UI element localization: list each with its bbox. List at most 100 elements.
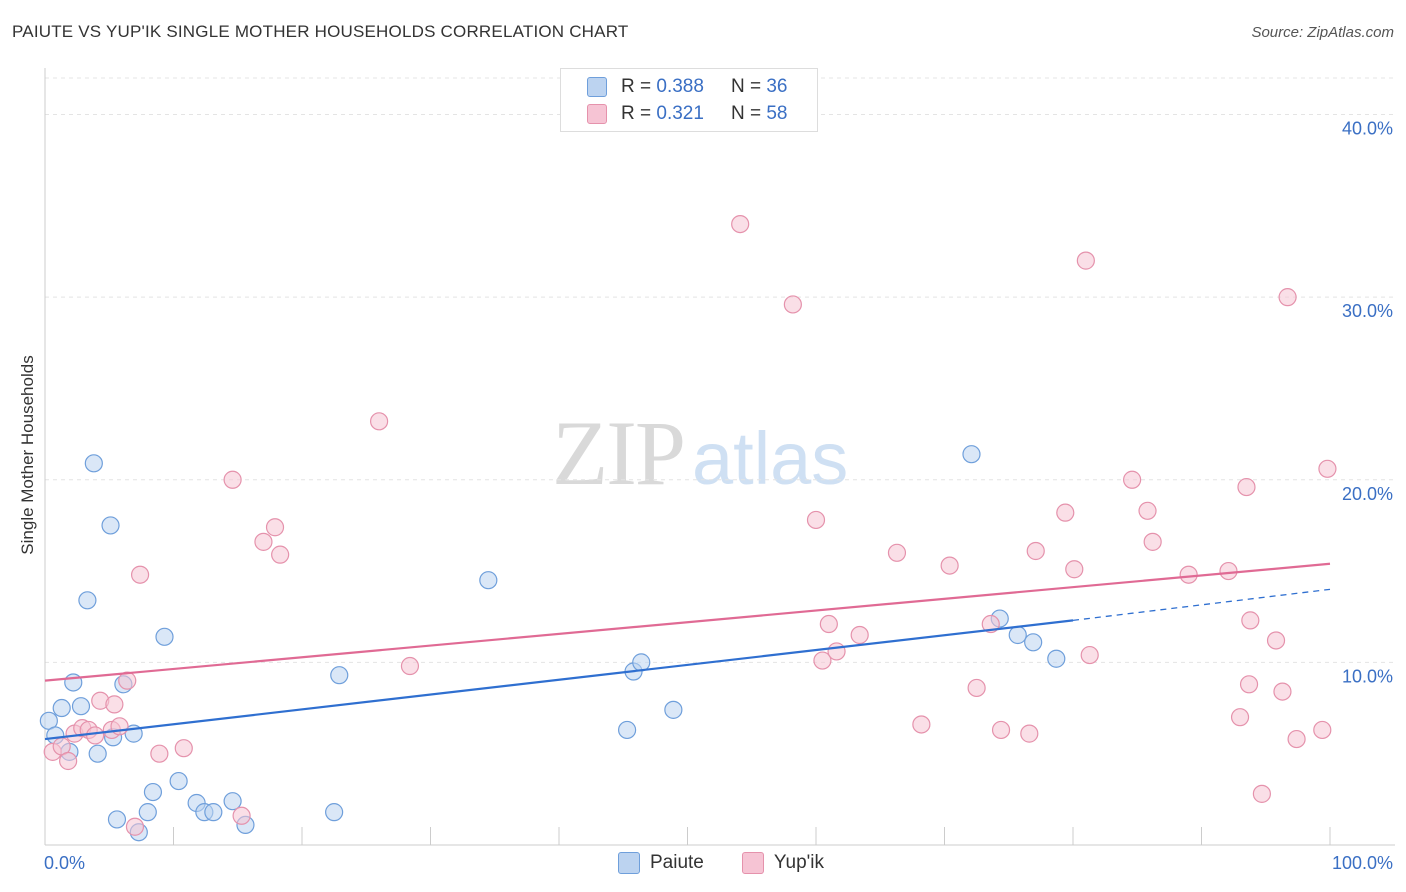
point-yupik <box>731 214 750 234</box>
point-yupik <box>265 518 285 537</box>
point-yupik <box>813 651 832 670</box>
point-yupik <box>1287 729 1306 749</box>
trendline-yupik <box>44 562 1331 682</box>
trendline-paiute <box>44 619 1074 741</box>
point-yupik <box>912 715 931 734</box>
source-label: Source: ZipAtlas.com <box>1251 24 1394 41</box>
point-yupik <box>1065 560 1084 579</box>
point-paiute <box>1024 633 1043 652</box>
point-paiute <box>88 744 107 763</box>
point-paiute <box>1047 649 1066 668</box>
point-yupik <box>223 470 242 489</box>
point-yupik <box>827 642 846 661</box>
point-yupik <box>1252 784 1271 803</box>
point-paiute <box>52 698 71 718</box>
legend-n-value: 58 <box>766 103 788 124</box>
legend-n-label: N = <box>730 76 762 97</box>
point-paiute <box>107 810 127 829</box>
legend-r-value: 0.321 <box>656 103 704 124</box>
point-yupik <box>967 678 986 698</box>
legend-swatch-paiute <box>587 77 607 97</box>
point-yupik <box>991 720 1011 740</box>
point-yupik <box>271 545 290 564</box>
point-yupik <box>1273 682 1292 701</box>
point-paiute <box>71 697 91 716</box>
y-tick-label: 20.0% <box>1342 484 1393 504</box>
bottom-legend-yupik: Yup'ik <box>741 852 824 874</box>
point-paiute <box>204 803 223 822</box>
point-yupik <box>1020 724 1039 743</box>
point-yupik <box>1123 470 1142 489</box>
point-yupik <box>940 556 959 575</box>
point-yupik <box>1219 561 1238 581</box>
point-paiute <box>325 803 344 822</box>
point-yupik <box>1076 251 1095 270</box>
bottom-legend: Paiute Yup'ik <box>618 852 862 874</box>
legend: R = 0.388 N = 36 R = 0.321 N = 58 <box>560 68 818 132</box>
point-paiute <box>664 700 683 719</box>
point-paiute <box>84 454 103 473</box>
bottom-legend-label-yupik: Yup'ik <box>773 852 824 873</box>
legend-n-value: 36 <box>766 76 788 97</box>
y-tick-label: 10.0% <box>1342 666 1393 686</box>
point-yupik <box>1318 459 1337 478</box>
point-yupik <box>59 751 78 771</box>
point-yupik <box>1138 501 1157 520</box>
x-tick-label: 100.0% <box>1332 853 1393 873</box>
bottom-legend-label-paiute: Paiute <box>650 852 704 873</box>
point-yupik <box>1278 288 1297 307</box>
legend-r-label: R = <box>621 103 652 124</box>
point-yupik <box>1266 631 1286 650</box>
point-yupik <box>1239 675 1259 694</box>
point-yupik <box>887 543 907 562</box>
point-yupik <box>1026 541 1045 561</box>
point-yupik <box>1237 477 1256 497</box>
bottom-legend-swatch-yupik <box>741 852 764 874</box>
point-paiute <box>143 782 163 802</box>
point-paiute <box>101 516 120 535</box>
bottom-legend-swatch-paiute <box>618 852 640 874</box>
point-paiute <box>223 792 242 811</box>
y-tick-label: 40.0% <box>1342 119 1393 139</box>
point-yupik <box>130 565 150 584</box>
point-paiute <box>1008 625 1027 645</box>
point-paiute <box>330 666 349 685</box>
point-yupik <box>400 656 420 676</box>
point-yupik <box>1056 503 1075 522</box>
point-paiute <box>155 627 174 646</box>
x-tick-label: 0.0% <box>44 853 85 873</box>
bottom-legend-paiute: Paiute <box>618 852 704 874</box>
chart-title: PAIUTE VS YUP'IK SINGLE MOTHER HOUSEHOLD… <box>12 22 629 41</box>
y-tick-label: 30.0% <box>1342 301 1393 321</box>
point-paiute <box>632 653 651 672</box>
point-yupik <box>1179 565 1198 584</box>
point-yupik <box>1313 720 1332 740</box>
point-yupik <box>783 295 802 314</box>
point-yupik <box>1080 645 1099 665</box>
point-yupik <box>1230 708 1250 727</box>
point-yupik <box>1143 532 1162 551</box>
point-yupik <box>174 739 193 758</box>
point-yupik <box>254 532 273 551</box>
point-yupik <box>1241 611 1260 630</box>
point-paiute <box>169 771 188 791</box>
point-yupik <box>232 806 251 825</box>
point-yupik <box>125 817 145 836</box>
legend-r-value: 0.388 <box>656 76 704 97</box>
legend-swatch-yupik <box>587 104 607 124</box>
point-paiute <box>479 571 498 590</box>
point-yupik <box>105 695 124 714</box>
legend-r-label: R = <box>621 76 652 97</box>
legend-row-paiute: R = 0.388 N = 36 <box>587 76 787 98</box>
point-yupik <box>850 625 869 645</box>
point-yupik <box>370 412 389 431</box>
point-yupik <box>150 744 169 763</box>
trendline-extension-paiute <box>1072 588 1331 622</box>
point-paiute <box>962 445 981 464</box>
legend-row-yupik: R = 0.321 N = 58 <box>587 103 787 125</box>
point-yupik <box>806 510 826 530</box>
legend-n-label: N = <box>730 103 762 124</box>
point-paiute <box>78 591 97 610</box>
point-paiute <box>138 803 157 822</box>
